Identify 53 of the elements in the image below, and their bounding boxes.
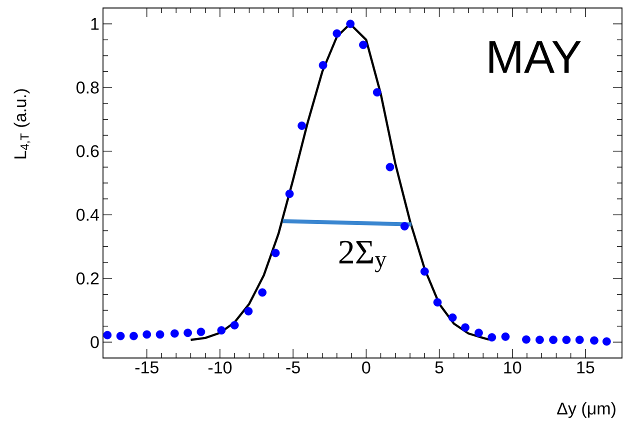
point (217, 326, 226, 335)
point (244, 307, 253, 316)
point (575, 336, 584, 344)
point (400, 222, 409, 230)
point (318, 61, 328, 70)
point (271, 248, 280, 258)
point (433, 298, 442, 307)
x-axis-title: Δy (μm) (557, 402, 616, 418)
point (332, 29, 342, 38)
point (196, 328, 206, 336)
point (184, 328, 192, 338)
y-tick-label: 0.4 (76, 208, 99, 221)
point (562, 336, 571, 344)
point (230, 321, 239, 330)
point (103, 330, 112, 340)
point (372, 88, 382, 97)
x-tick-label: 5 (435, 362, 444, 374)
point (501, 332, 510, 341)
y-tick-label: 0.8 (76, 82, 99, 94)
point (170, 329, 179, 338)
annotation: 2Σ$_{y}$ (339, 240, 387, 272)
point (420, 267, 429, 276)
point (590, 336, 598, 345)
x-tick-label: -5 (286, 362, 300, 374)
point (535, 336, 544, 344)
x-tick-label: 15 (577, 362, 594, 374)
x-tick-label: 10 (504, 362, 522, 374)
point (116, 332, 125, 340)
point (298, 122, 306, 130)
point (488, 333, 496, 342)
y-axis-title: L$_{4,T}$ (a.u.) (14, 89, 30, 158)
point (448, 313, 457, 322)
point (346, 20, 355, 28)
y-tick-label: 1 (91, 18, 99, 30)
point (130, 332, 138, 340)
point (522, 335, 530, 344)
point (461, 323, 470, 332)
point (386, 162, 394, 172)
y-tick-label: 0.2 (76, 272, 99, 284)
x-tick-label: 0 (362, 362, 370, 374)
point (474, 328, 483, 338)
point (549, 336, 558, 344)
point (602, 337, 611, 346)
point (359, 40, 368, 50)
x-tick-label: -10 (208, 362, 232, 374)
y-tick-label: 0 (90, 336, 99, 348)
annotation: MAY (489, 41, 581, 73)
point (142, 330, 152, 339)
y-tick-label: 0.6 (76, 145, 99, 158)
point (285, 190, 294, 198)
x-tick-label: -15 (135, 362, 158, 374)
point (258, 288, 267, 297)
point (156, 330, 164, 339)
